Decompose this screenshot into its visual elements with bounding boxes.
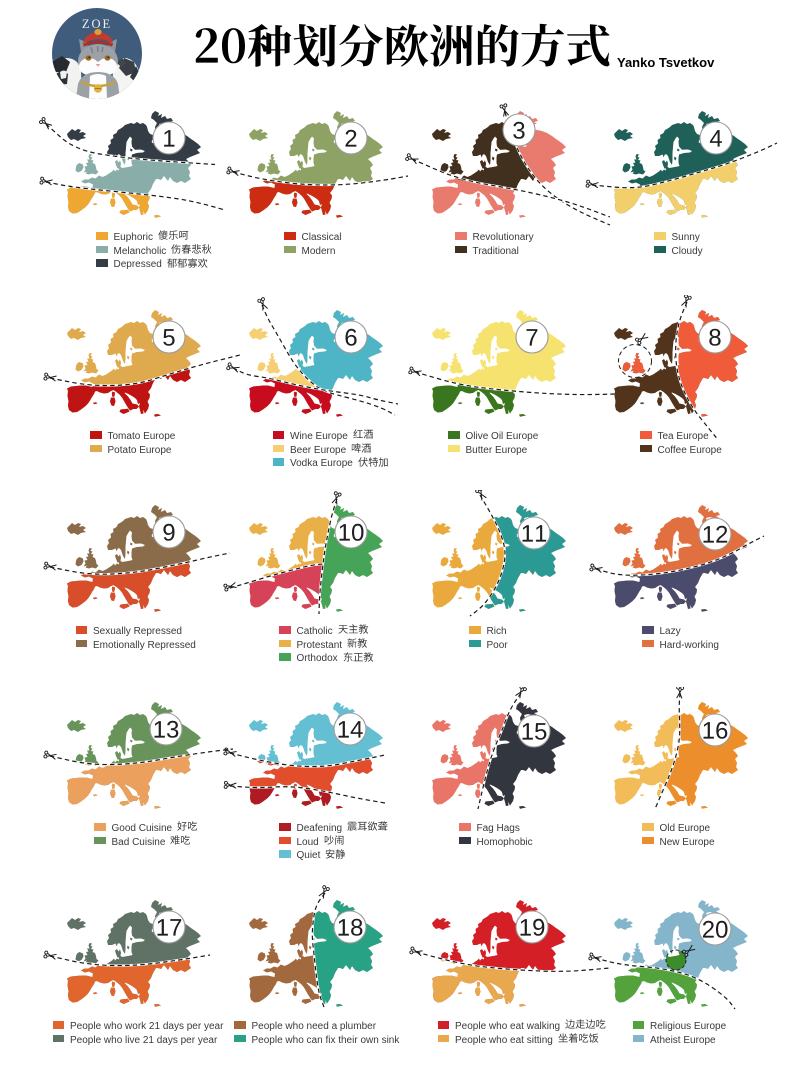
svg-text:ZOE: ZOE bbox=[82, 17, 112, 31]
